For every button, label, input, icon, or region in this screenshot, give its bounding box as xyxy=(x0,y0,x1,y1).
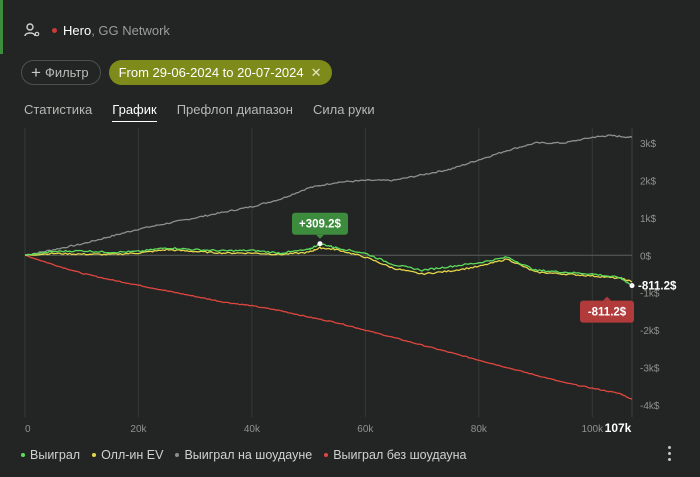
end-marker xyxy=(629,283,635,289)
date-range-chip[interactable]: From 29-06-2024 to 20-07-2024 ✕ xyxy=(108,60,332,85)
y-tick-label: -3k$ xyxy=(640,364,660,375)
x-tick-label: 60k xyxy=(357,424,374,435)
legend-item-non-showdown[interactable]: Выиграл без шоудауна xyxy=(324,448,467,462)
legend-label-showdown: Выиграл на шоудауне xyxy=(184,448,313,462)
end-badge-pointer xyxy=(603,296,611,301)
plus-icon: + xyxy=(31,63,41,82)
y-tick-label: 0$ xyxy=(640,251,652,262)
series-line-non-showdown xyxy=(24,254,633,400)
series-line-won xyxy=(24,242,633,286)
player-name: Hero xyxy=(63,22,92,38)
legend-label-non-showdown: Выиграл без шоудауна xyxy=(333,448,467,462)
legend-dot-allin-ev xyxy=(92,453,97,457)
user-settings-icon[interactable] xyxy=(24,22,40,38)
filter-bar: + Фильтр From 29-06-2024 to 20-07-2024 ✕ xyxy=(21,60,332,85)
x-tick-label: 20k xyxy=(130,424,147,435)
legend-dot-non-showdown xyxy=(324,453,329,457)
add-filter-button[interactable]: + Фильтр xyxy=(21,60,101,85)
peak-badge-pointer xyxy=(315,234,324,239)
x-end-label: 107k xyxy=(605,421,632,435)
menu-dot xyxy=(668,446,671,449)
menu-dot xyxy=(668,458,671,461)
legend-dot-won xyxy=(21,453,25,457)
series-line-showdown xyxy=(24,134,633,256)
x-tick-label: 0 xyxy=(25,424,31,435)
series-line-allin-ev xyxy=(24,246,633,283)
legend-label-allin-ev: Олл-ин EV xyxy=(101,448,164,462)
tab-preflop-range[interactable]: Префлоп диапазон xyxy=(176,102,293,117)
tab-graph[interactable]: График xyxy=(112,102,157,122)
x-tick-label: 40k xyxy=(244,424,261,435)
peak-label: +309.2$ xyxy=(299,219,341,231)
menu-dot xyxy=(668,452,671,455)
network-name: , GG Network xyxy=(91,22,170,38)
close-icon[interactable]: ✕ xyxy=(310,64,322,80)
end-badge-label: -811.2$ xyxy=(588,307,627,319)
end-badge xyxy=(580,300,634,323)
peak-marker xyxy=(317,241,323,247)
status-dot xyxy=(52,27,57,33)
tab-bar: Статистика График Префлоп диапазон Сила … xyxy=(24,102,395,122)
end-value-label: -811.2$ xyxy=(638,281,677,293)
y-tick-label: -4k$ xyxy=(640,401,660,412)
legend-item-won[interactable]: Выиграл xyxy=(21,448,80,462)
y-tick-label: -1k$ xyxy=(640,289,660,300)
x-tick-label: 80k xyxy=(471,424,488,435)
x-tick-label: 100k xyxy=(581,424,604,435)
peak-badge xyxy=(291,212,348,235)
tab-hand-strength[interactable]: Сила руки xyxy=(312,102,375,117)
y-tick-label: -2k$ xyxy=(640,326,660,337)
legend-label-won: Выиграл xyxy=(30,448,81,462)
legend-item-allin-ev[interactable]: Олл-ин EV xyxy=(92,448,163,462)
tab-statistics[interactable]: Статистика xyxy=(24,102,93,117)
chart-legend: Выиграл Олл-ин EV Выиграл на шоудауне Вы… xyxy=(21,448,479,462)
legend-dot-showdown xyxy=(175,453,180,457)
header: Hero , GG Network xyxy=(24,21,170,39)
y-tick-label: 2k$ xyxy=(640,176,657,187)
date-range-label: From 29-06-2024 to 20-07-2024 xyxy=(118,65,304,80)
more-menu-icon[interactable] xyxy=(668,446,672,461)
legend-item-showdown[interactable]: Выиграл на шоудауне xyxy=(175,448,312,462)
y-tick-label: 1k$ xyxy=(640,214,657,225)
y-tick-label: 3k$ xyxy=(640,139,657,150)
add-filter-label: Фильтр xyxy=(44,65,89,80)
window-accent-bar xyxy=(0,0,3,54)
